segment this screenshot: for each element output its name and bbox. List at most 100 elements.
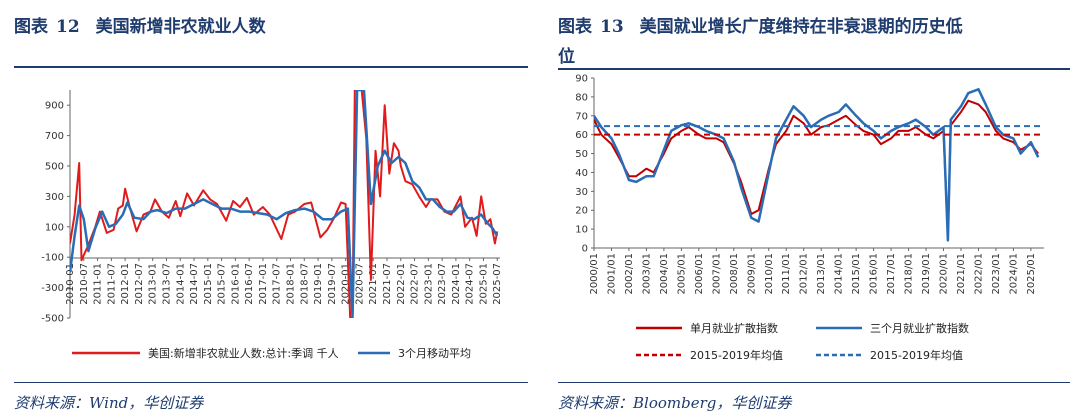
left-legend-label-0: 美国:新增非农就业人数:总计:季调 千人 <box>148 346 339 360</box>
left-x-tick-label: 2010-01 <box>65 263 76 305</box>
right-y-tick-label: 40 <box>575 168 588 179</box>
right-x-tick-label: 2013/01 <box>816 253 827 295</box>
left-y-tick-label: -100 <box>41 253 64 264</box>
right-x-tick-label: 2011/01 <box>781 253 792 295</box>
left-legend-label-1: 3个月移动平均 <box>398 347 471 360</box>
left-x-tick-label: 2018-07 <box>299 263 310 305</box>
right-x-tick-label: 2008/01 <box>729 253 740 295</box>
right-x-tick-label: 2023/01 <box>991 253 1002 295</box>
left-source: 资料来源：Wind，华创证券 <box>14 394 204 412</box>
right-x-tick-label: 2000/01 <box>589 253 600 295</box>
right-series-0-line <box>594 99 1039 238</box>
left-chart: -500 -300 -100 100 300 500 700 900 2010-01 2010-0… <box>41 90 503 360</box>
right-legend-label-1: 三个月就业扩散指数 <box>870 321 969 335</box>
right-title-line2: 位 <box>558 47 575 67</box>
left-x-tick-label: 2023-01 <box>423 263 434 305</box>
right-x-tick-label: 2001/01 <box>606 253 617 295</box>
left-figure-number: 12 <box>56 17 80 37</box>
right-x-tick-label: 2004/01 <box>659 253 670 295</box>
right-x-tick-label: 2009/01 <box>746 253 757 295</box>
left-x-tick-label: 2022-07 <box>410 263 421 305</box>
right-y-tick-label: 50 <box>575 149 588 160</box>
left-x-tick-label: 2019-01 <box>313 263 324 305</box>
right-y-tick-label: 90 <box>575 74 588 85</box>
right-y-tick-label: 30 <box>575 187 588 198</box>
left-x-tick-label: 2014-01 <box>175 263 186 305</box>
right-legend-label-3: 2015-2019年均值 <box>870 348 963 362</box>
left-x-tick-label: 2017-07 <box>272 263 283 305</box>
right-x-tick-label: 2005/01 <box>676 253 687 295</box>
left-y-tick-label: 900 <box>45 101 64 112</box>
right-y-tick-label: 80 <box>575 92 588 103</box>
right-x-tick-label: 2025/01 <box>1026 253 1037 295</box>
right-panel: 图表 13 美国就业增长广度维持在非衰退期的历史低 位 0 10 20 30 40 50 60 7… <box>548 0 1080 417</box>
left-source-rule <box>14 382 528 383</box>
right-legend-label-2: 2015-2019年均值 <box>690 348 783 362</box>
left-figure-label: 图表 <box>14 17 48 37</box>
left-x-tick-label: 2024-07 <box>465 263 476 305</box>
left-x-tick-label: 2013-07 <box>161 263 172 305</box>
left-y-tick-label: 300 <box>45 192 64 203</box>
left-x-tick-label: 2010-07 <box>79 263 90 305</box>
right-title-rule <box>558 68 1070 70</box>
right-x-tick-label: 2010/01 <box>764 253 775 295</box>
left-x-tick-label: 2011-07 <box>106 263 117 305</box>
right-y-tick-label: 20 <box>575 206 588 217</box>
right-source-rule <box>558 382 1070 383</box>
left-y-tick-label: 700 <box>45 131 64 142</box>
left-chart-title: 图表 12 美国新增非农就业人数 <box>14 12 266 42</box>
right-y-tick-label: 70 <box>575 111 588 122</box>
left-title-rule <box>14 66 528 68</box>
right-x-tick-label: 2002/01 <box>624 253 635 295</box>
left-x-tick-label: 2015-07 <box>217 263 228 305</box>
right-x-tick-label: 2022/01 <box>973 253 984 295</box>
right-x-tick-label: 2003/01 <box>641 253 652 295</box>
right-title-line1: 美国就业增长广度维持在非衰退期的历史低 <box>639 17 963 37</box>
right-x-tick-label: 2024/01 <box>1008 253 1019 295</box>
left-x-tick-label: 2019-07 <box>327 263 338 305</box>
right-x-tick-label: 2015/01 <box>851 253 862 295</box>
left-y-tick-label: 500 <box>45 162 64 173</box>
left-x-tick-label: 2013-01 <box>148 263 159 305</box>
right-y-tick-label: 60 <box>575 130 588 141</box>
left-title-text: 美国新增非农就业人数 <box>95 17 266 37</box>
right-chart-title: 图表 13 美国就业增长广度维持在非衰退期的历史低 位 <box>558 12 963 72</box>
left-x-tick-label: 2022-01 <box>396 263 407 305</box>
left-x-tick-label: 2016-07 <box>244 263 255 305</box>
left-x-tick-label: 2015-01 <box>203 263 214 305</box>
left-x-tick-label: 2017-01 <box>258 263 269 305</box>
left-x-tick-label: 2020-01 <box>341 263 352 305</box>
left-x-tick-label: 2012-07 <box>134 263 145 305</box>
left-x-tick-label: 2014-07 <box>189 263 200 305</box>
left-x-tick-label: 2021-07 <box>382 263 393 305</box>
left-y-tick-label: 100 <box>45 222 64 233</box>
left-x-tick-label: 2023-07 <box>437 263 448 305</box>
right-legend-label-0: 单月就业扩散指数 <box>690 321 778 335</box>
right-x-tick-label: 2012/01 <box>799 253 810 295</box>
left-y-tick-label: -500 <box>41 314 64 325</box>
right-figure-number: 13 <box>600 17 624 37</box>
right-x-tick-label: 2017/01 <box>886 253 897 295</box>
left-x-tick-label: 2012-01 <box>120 263 131 305</box>
right-x-tick-label: 2014/01 <box>834 253 845 295</box>
left-x-tick-label: 2011-01 <box>93 263 104 305</box>
right-figure-label: 图表 <box>558 17 592 37</box>
right-x-tick-label: 2020/01 <box>939 253 950 295</box>
left-y-tick-label: -300 <box>41 283 64 294</box>
left-x-tick-label: 2018-01 <box>286 263 297 305</box>
left-panel: 图表 12 美国新增非农就业人数 -500 -300 -100 100 300 500 700 9… <box>14 12 528 412</box>
left-x-tick-label: 2025-07 <box>492 263 503 305</box>
right-source: 资料来源：Bloomberg，华创证券 <box>558 394 792 412</box>
left-x-tick-label: 2024-01 <box>451 263 462 305</box>
right-x-tick-label: 2006/01 <box>694 253 705 295</box>
left-x-tick-label: 2021-01 <box>368 263 379 305</box>
left-x-tick-label: 2025-01 <box>478 263 489 305</box>
right-x-tick-label: 2021/01 <box>956 253 967 295</box>
right-x-tick-label: 2018/01 <box>904 253 915 295</box>
left-x-tick-label: 2020-07 <box>354 263 365 305</box>
right-x-tick-label: 2016/01 <box>869 253 880 295</box>
left-series-1-line <box>70 90 499 318</box>
right-chart: 0 10 20 30 40 50 60 70 80 90 2000/01 2001/01 2002/01… <box>575 74 1044 362</box>
right-x-tick-label: 2019/01 <box>921 253 932 295</box>
right-y-tick-label: 0 <box>582 244 588 255</box>
